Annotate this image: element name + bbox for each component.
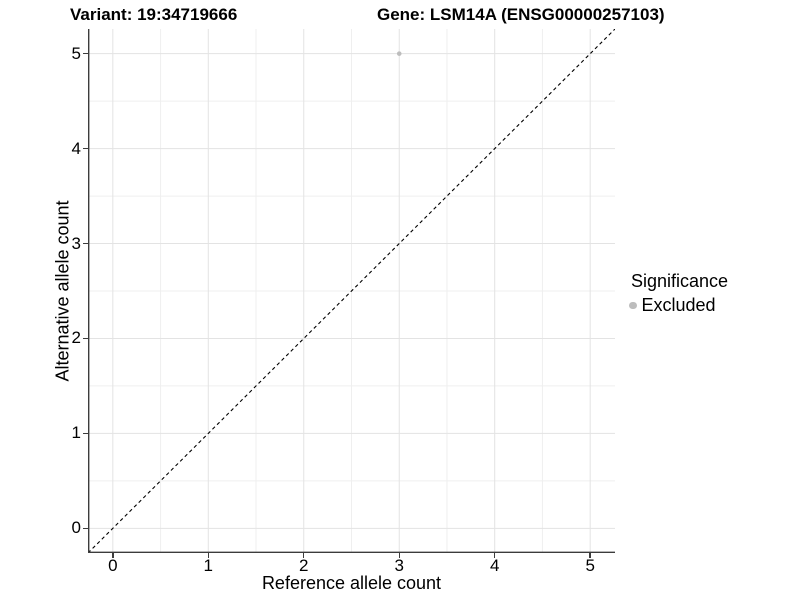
legend-item-excluded: Excluded (629, 295, 728, 316)
y-tick-mark (83, 337, 88, 340)
identity-line (88, 29, 615, 553)
x-tick-label: 3 (394, 556, 404, 575)
y-axis-title: Alternative allele count (52, 200, 73, 382)
y-tick-label: 1 (71, 423, 81, 443)
x-tick-label: 4 (489, 556, 500, 575)
data-point (396, 51, 402, 56)
y-tick-mark (83, 527, 88, 529)
plot-panel (88, 29, 615, 553)
x-tick-mark (494, 553, 496, 558)
y-tick-label: 0 (71, 518, 81, 538)
y-tick-mark (83, 242, 88, 245)
x-tick-label: 1 (203, 556, 214, 575)
x-tick-mark (303, 553, 305, 558)
y-tick-mark (83, 432, 88, 435)
x-tick-label: 2 (299, 556, 309, 575)
y-tick-label: 3 (71, 233, 81, 253)
x-tick-mark (398, 553, 400, 558)
plot-title-variant: Variant: 19:34719666 (70, 5, 238, 24)
y-tick-mark (83, 52, 88, 55)
legend-title: Significance (631, 271, 729, 291)
y-tick-mark (83, 147, 88, 150)
plot-title-gene: Gene: LSM14A (ENSG00000257103) (377, 5, 665, 24)
x-axis-title: Reference allele count (261, 573, 442, 593)
x-tick-mark (589, 553, 591, 558)
legend-item-label: Excluded (641, 295, 716, 315)
x-tick-label: 5 (585, 556, 595, 575)
legend: Significance Excluded (629, 271, 728, 316)
y-tick-label: 4 (71, 138, 81, 158)
y-tick-label: 5 (71, 43, 81, 63)
x-tick-label: 0 (108, 556, 118, 575)
excluded-point-swatch-icon (629, 301, 637, 310)
y-tick-label: 2 (71, 328, 81, 348)
plot-canvas (88, 29, 615, 553)
x-tick-mark (112, 553, 114, 558)
x-tick-mark (207, 553, 209, 558)
